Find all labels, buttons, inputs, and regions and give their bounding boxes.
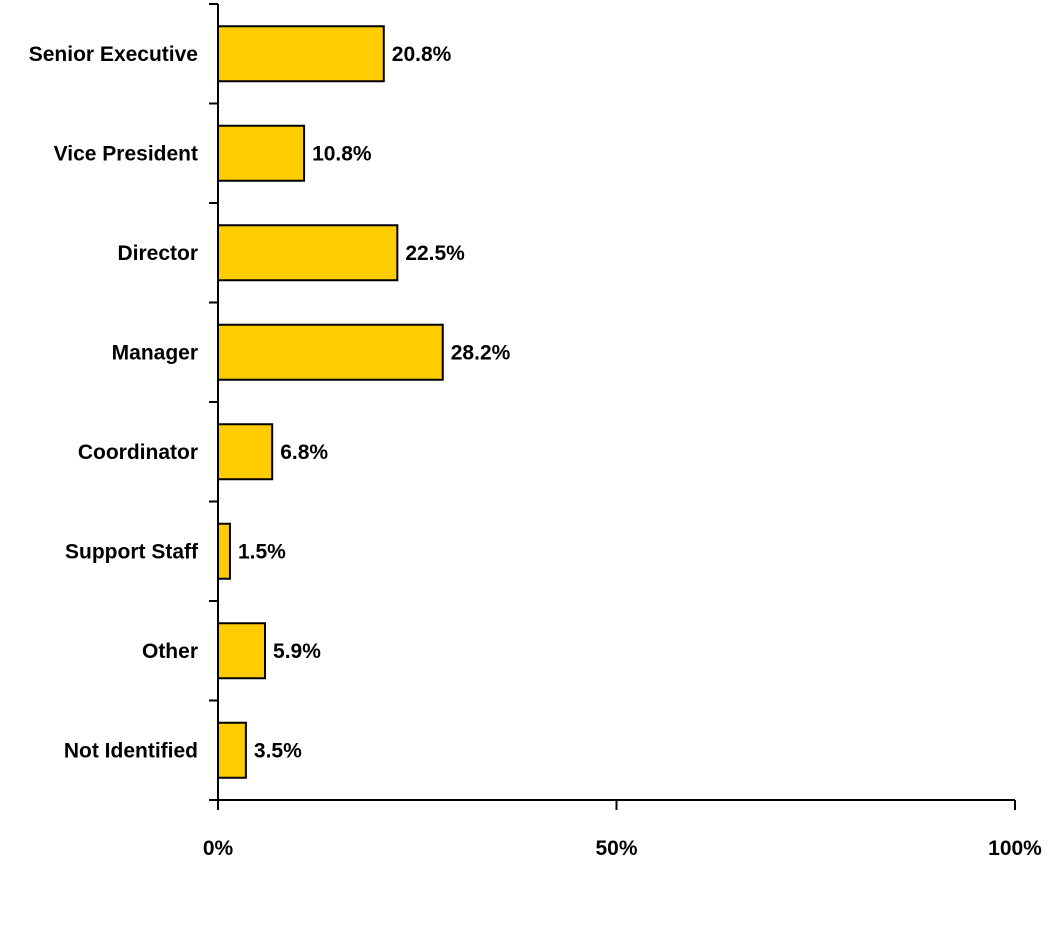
category-label-support-staff: Support Staff [65,540,199,563]
category-label-senior-executive: Senior Executive [29,43,198,66]
bar-other [217,622,267,680]
category-label-not-identified: Not Identified [64,739,198,762]
axes-group [209,3,1016,810]
value-label-not-identified: 3.5% [254,739,302,762]
bars-group [217,25,444,779]
value-label-manager: 28.2% [451,341,511,364]
x-tick-label: 50% [595,837,637,860]
value-label-vice-president: 10.8% [312,142,372,165]
bar-vice-president [217,124,306,182]
bar-senior-executive [217,25,385,83]
bar-not-identified [217,721,247,779]
value-label-director: 22.5% [405,242,465,265]
x-tick-label: 100% [988,837,1042,860]
category-label-vice-president: Vice President [54,142,198,165]
category-label-coordinator: Coordinator [78,441,198,464]
bar-manager [217,323,444,381]
x-tick-label: 0% [203,837,234,860]
value-label-senior-executive: 20.8% [392,43,452,66]
bar-coordinator [217,423,274,481]
category-label-director: Director [117,242,198,265]
bar-director [217,224,399,282]
value-label-other: 5.9% [273,640,321,663]
value-label-support-staff: 1.5% [238,540,286,563]
category-label-other: Other [142,640,198,663]
category-label-manager: Manager [112,341,198,364]
value-label-coordinator: 6.8% [280,441,328,464]
bar-support-staff [217,522,231,580]
labels-group: Senior Executive 20.8% Vice President 10.8%… [29,43,1042,860]
